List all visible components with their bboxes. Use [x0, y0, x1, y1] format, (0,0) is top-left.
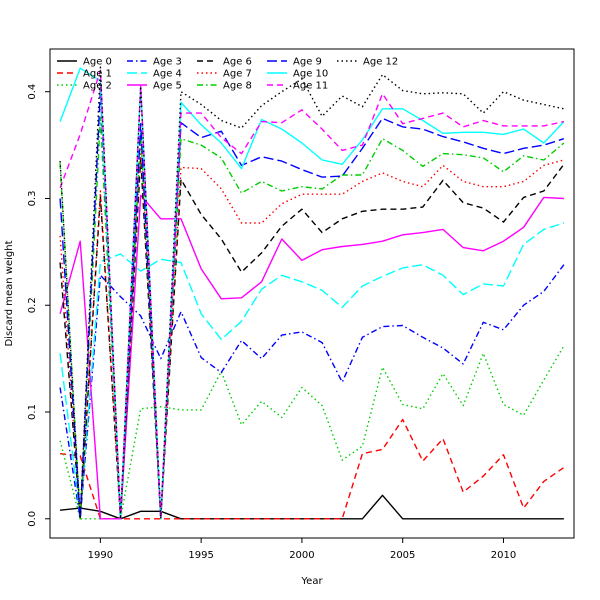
y-tick-label: 0.1: [27, 404, 38, 420]
x-axis: 1990 1995 2000 2005 2010: [88, 538, 516, 561]
legend-label: Age 1: [83, 69, 112, 80]
legend-label: Age 10: [293, 69, 328, 80]
series-line-age-0: [60, 494, 564, 520]
x-tick-label: 1995: [188, 550, 213, 561]
legend-label: Age 0: [83, 57, 112, 68]
legend-label: Age 6: [223, 57, 252, 68]
plot-frame: [49, 48, 575, 539]
legend-label: Age 7: [223, 69, 252, 80]
y-tick-label: 0.3: [27, 191, 38, 207]
series-line-age-9: [59, 88, 565, 520]
y-axis-title: Discard mean weight: [4, 240, 15, 346]
series-line-age-3: [59, 264, 565, 520]
y-tick-label: 0.2: [27, 297, 38, 313]
legend-label: Age 12: [363, 57, 398, 68]
x-tick-label: 1990: [88, 550, 113, 561]
legend-label: Age 9: [293, 57, 322, 68]
x-tick-label: 2005: [390, 550, 415, 561]
y-axis: 0.0 0.1 0.2 0.3 0.4: [27, 84, 50, 527]
legend-label: Age 3: [153, 57, 182, 68]
y-tick-label: 0.4: [27, 84, 38, 100]
x-axis-title: Year: [300, 576, 323, 587]
series-layer: [59, 66, 565, 520]
series-line-age-2: [59, 345, 565, 520]
y-tick-label: 0.0: [27, 511, 38, 527]
series-line-age-10: [59, 67, 565, 520]
legend-label: Age 2: [83, 81, 112, 92]
series-line-age-8: [59, 116, 565, 520]
x-tick-label: 2010: [491, 550, 516, 561]
legend-label: Age 4: [153, 69, 182, 80]
x-tick-label: 2000: [289, 550, 314, 561]
series-line-age-1: [60, 418, 565, 520]
legend-label: Age 5: [153, 81, 182, 92]
series-line-age-4: [59, 222, 565, 517]
legend-label: Age 11: [293, 81, 328, 92]
legend-label: Age 8: [223, 81, 252, 92]
series-line-age-6: [59, 157, 565, 520]
